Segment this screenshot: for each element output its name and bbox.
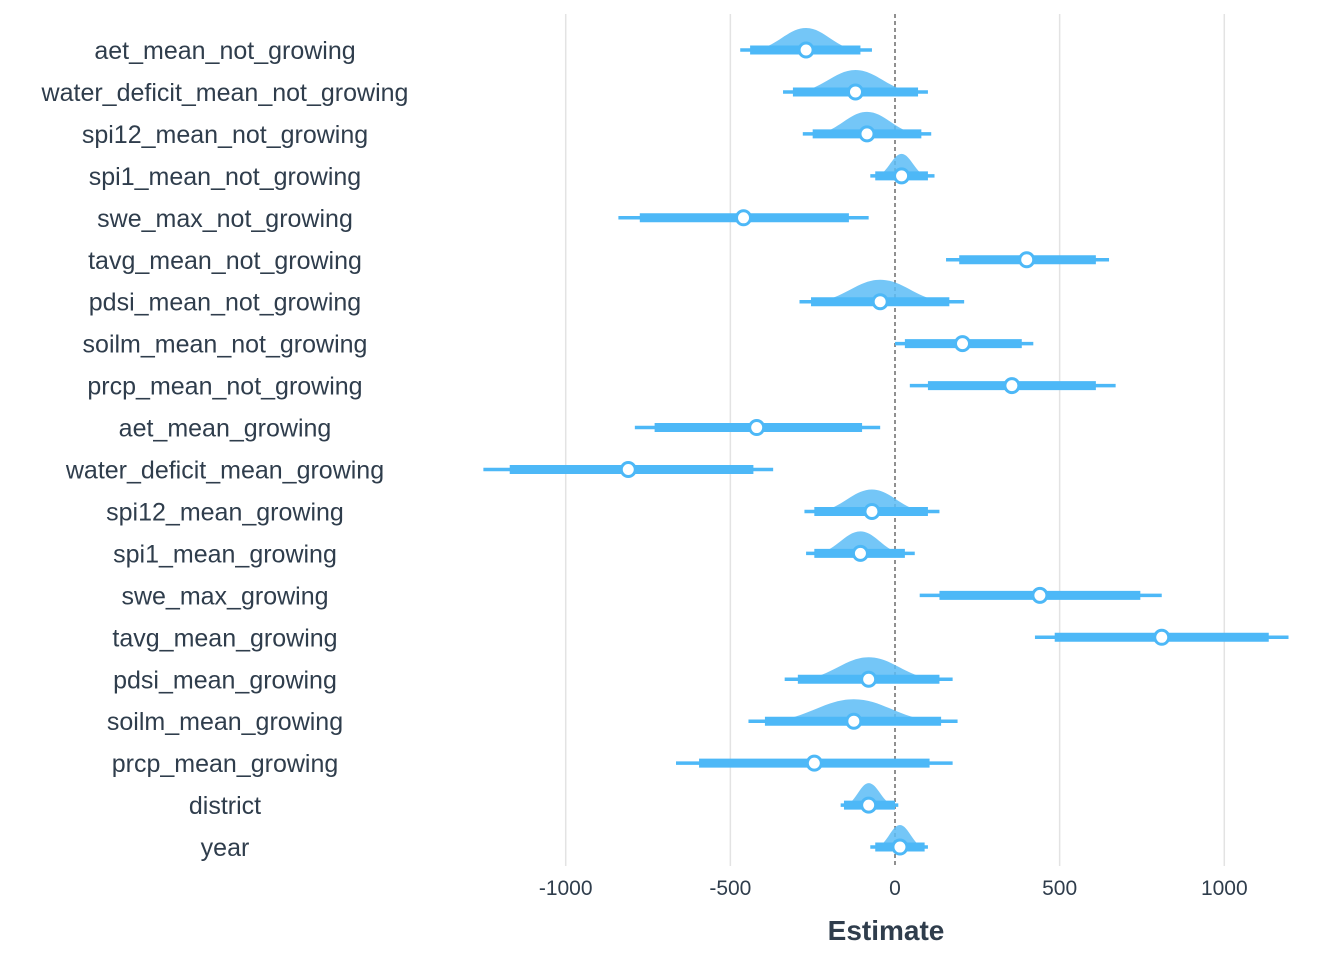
median-point xyxy=(851,544,869,562)
median-point xyxy=(860,796,878,814)
row-label: soilm_mean_not_growing xyxy=(83,331,368,359)
row-label: swe_max_not_growing xyxy=(97,205,353,233)
row-label: spi12_mean_not_growing xyxy=(82,121,368,149)
density-shape xyxy=(797,657,940,680)
row-label: water_deficit_mean_growing xyxy=(65,457,384,485)
row-water_deficit_mean_growing xyxy=(483,461,774,478)
row-year xyxy=(870,825,928,856)
median-point xyxy=(735,209,753,227)
density-shape xyxy=(875,825,925,848)
row-pdsi_mean_growing xyxy=(784,657,953,688)
row-label: swe_max_growing xyxy=(121,582,328,610)
row-label: aet_mean_growing xyxy=(119,415,332,443)
row-label: water_deficit_mean_not_growing xyxy=(41,79,409,107)
density-shape xyxy=(875,153,928,176)
row-tavg_mean_not_growing xyxy=(946,251,1110,269)
row-labels: aet_mean_not_growing water_deficit_mean_n… xyxy=(41,37,409,862)
median-point xyxy=(863,502,881,520)
x-axis-ticks: -1000 -500 0 500 1000 xyxy=(539,877,1248,900)
x-tick-label: 500 xyxy=(1042,877,1077,900)
row-aet_mean_not_growing xyxy=(740,28,872,59)
row-label: prcp_mean_not_growing xyxy=(87,373,362,401)
density-shape xyxy=(750,28,861,50)
row-aet_mean_growing xyxy=(634,419,881,437)
density-shape xyxy=(792,69,919,92)
median-point xyxy=(797,41,815,59)
x-tick-label: -1000 xyxy=(539,877,593,900)
row-label: pdsi_mean_growing xyxy=(113,666,337,694)
row-label: pdsi_mean_not_growing xyxy=(89,289,361,317)
row-prcp_mean_not_growing xyxy=(909,377,1116,395)
row-prcp_mean_growing xyxy=(676,754,953,772)
row-spi12_mean_not_growing xyxy=(802,111,932,143)
density-shape xyxy=(814,531,905,554)
row-water_deficit_mean_not_growing xyxy=(783,69,928,101)
median-point xyxy=(805,754,823,772)
row-label: spi1_mean_growing xyxy=(113,540,337,568)
median-point xyxy=(954,335,972,353)
x-tick-label: 1000 xyxy=(1201,877,1248,900)
density-shape xyxy=(843,783,895,806)
row-swe_max_growing xyxy=(919,586,1162,604)
row-soilm_mean_growing xyxy=(748,699,958,730)
row-spi12_mean_growing xyxy=(804,489,940,520)
interval-marks xyxy=(483,28,1289,856)
median-point xyxy=(845,712,863,730)
median-point xyxy=(871,293,889,311)
median-point xyxy=(1031,586,1049,604)
median-point xyxy=(893,167,911,185)
median-point xyxy=(860,670,878,688)
median-point xyxy=(1003,377,1021,395)
x-tick-label: -500 xyxy=(709,877,751,900)
row-label: soilm_mean_growing xyxy=(107,708,343,736)
density-shape xyxy=(764,699,942,722)
x-tick-label: 0 xyxy=(889,877,901,900)
median-point xyxy=(858,125,876,143)
row-label: tavg_mean_growing xyxy=(112,624,337,652)
row-label: tavg_mean_not_growing xyxy=(88,247,362,275)
row-spi1_mean_growing xyxy=(806,531,915,562)
median-point xyxy=(891,838,909,856)
row-label: aet_mean_not_growing xyxy=(94,37,355,65)
density-shape xyxy=(814,489,928,512)
row-soilm_mean_not_growing xyxy=(895,335,1034,353)
row-label: year xyxy=(201,834,250,862)
median-point xyxy=(846,83,864,101)
grid-lines xyxy=(564,14,1226,866)
density-shape xyxy=(811,279,950,302)
row-label: prcp_mean_growing xyxy=(112,750,339,778)
median-point xyxy=(1153,628,1171,646)
row-spi1_mean_not_growing xyxy=(870,153,935,185)
row-swe_max_not_growing xyxy=(618,209,869,227)
median-point xyxy=(748,419,766,437)
density-shape xyxy=(812,111,922,134)
x-axis-title: Estimate xyxy=(828,915,945,946)
median-point xyxy=(619,461,637,478)
row-label: spi1_mean_not_growing xyxy=(89,163,361,191)
row-district xyxy=(840,783,899,814)
row-label: district xyxy=(189,792,261,820)
row-pdsi_mean_not_growing xyxy=(799,279,965,311)
median-point xyxy=(1018,251,1036,269)
row-label: spi12_mean_growing xyxy=(106,498,344,526)
row-tavg_mean_growing xyxy=(1034,628,1289,646)
